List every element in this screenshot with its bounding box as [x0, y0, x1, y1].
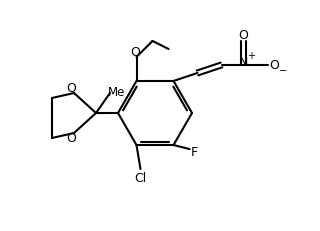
Text: O: O	[66, 132, 76, 145]
Text: +: +	[247, 51, 255, 61]
Text: N: N	[239, 56, 248, 69]
Text: Cl: Cl	[134, 171, 147, 184]
Text: O: O	[269, 59, 279, 72]
Text: O: O	[131, 46, 140, 59]
Text: F: F	[191, 145, 198, 158]
Text: −: −	[279, 66, 288, 76]
Text: O: O	[66, 82, 76, 95]
Text: O: O	[239, 29, 248, 42]
Text: Me: Me	[108, 86, 126, 99]
